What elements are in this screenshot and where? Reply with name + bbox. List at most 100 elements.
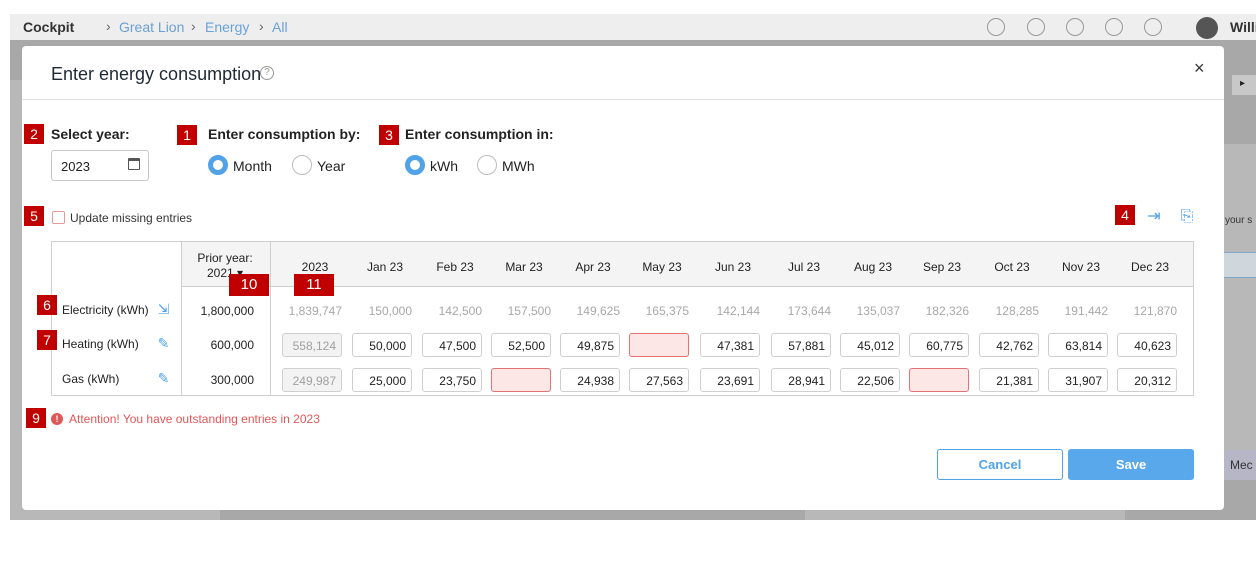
month-input[interactable]: 20,312: [1117, 368, 1177, 392]
marker-6: 6: [37, 295, 57, 315]
month-input[interactable]: 24,938: [560, 368, 620, 392]
month-input[interactable]: 63,814: [1048, 333, 1108, 357]
breadcrumb-separator: ›: [191, 18, 196, 34]
bg-arrow-button: ▸: [1232, 75, 1256, 95]
month-input[interactable]: 47,500: [422, 333, 482, 357]
chat-icon[interactable]: [987, 18, 1005, 36]
radio-mwh[interactable]: [477, 155, 497, 175]
save-button[interactable]: Save: [1068, 449, 1194, 480]
month-input[interactable]: 28,941: [771, 368, 831, 392]
month-input[interactable]: 57,881: [771, 333, 831, 357]
radio-month-label[interactable]: Month: [233, 158, 272, 174]
radio-year[interactable]: [292, 155, 312, 175]
month-input[interactable]: 52,500: [491, 333, 551, 357]
marker-3: 3: [379, 125, 399, 145]
month-input[interactable]: 25,000: [352, 368, 412, 392]
month-input[interactable]: 23,750: [422, 368, 482, 392]
breadcrumb-item-all[interactable]: All: [272, 19, 288, 35]
readonly-value: 128,285: [995, 304, 1039, 318]
breadcrumb-item-energy[interactable]: Energy: [205, 19, 250, 35]
missing-entry-input[interactable]: [909, 368, 969, 392]
table-header: [181, 242, 1193, 287]
column-header: Mar 23: [505, 260, 543, 274]
attention-text: Attention! You have outstanding entries …: [69, 412, 320, 426]
column-divider: [181, 242, 182, 395]
marker-7: 7: [37, 330, 57, 350]
month-input[interactable]: 60,775: [909, 333, 969, 357]
energy-dialog: Enter energy consumption ? × 2 Select ye…: [22, 46, 1224, 510]
month-input[interactable]: 42,762: [979, 333, 1039, 357]
radio-month[interactable]: [208, 155, 228, 175]
year-total: 1,839,747: [288, 304, 342, 318]
avatar[interactable]: [1196, 17, 1218, 39]
title-divider: [22, 99, 1224, 100]
year-total: 558,124: [282, 333, 342, 357]
radio-year-label[interactable]: Year: [317, 158, 346, 174]
column-header: Dec 23: [1130, 260, 1170, 274]
update-missing-label[interactable]: Update missing entries: [70, 211, 193, 225]
readonly-value: 191,442: [1064, 304, 1108, 318]
select-year-label: Select year:: [51, 126, 130, 142]
user-edit-icon[interactable]: ✎: [157, 335, 170, 351]
year-input[interactable]: 2023: [51, 150, 149, 181]
consumption-by-label: Enter consumption by:: [208, 126, 361, 142]
column-header: Oct 23: [994, 260, 1030, 274]
year-total: 249,987: [282, 368, 342, 392]
marker-2: 2: [24, 124, 44, 144]
missing-entry-input[interactable]: [629, 333, 689, 357]
marker-4: 4: [1115, 205, 1135, 225]
column-header: May 23: [642, 260, 682, 274]
calendar-icon[interactable]: [128, 158, 140, 170]
readonly-value: 142,144: [716, 304, 760, 318]
month-input[interactable]: 22,506: [840, 368, 900, 392]
month-input[interactable]: 47,381: [700, 333, 760, 357]
alert-icon: !: [51, 413, 63, 425]
user-name[interactable]: Willia: [1230, 19, 1256, 35]
radio-kwh[interactable]: [405, 155, 425, 175]
gear-icon[interactable]: [1144, 18, 1162, 36]
missing-entry-input[interactable]: [491, 368, 551, 392]
readonly-value: 135,037: [856, 304, 900, 318]
help-icon[interactable]: [1066, 18, 1084, 36]
update-missing-checkbox[interactable]: [52, 211, 65, 224]
column-header: Jan 23: [366, 260, 404, 274]
column-header: Nov 23: [1061, 260, 1101, 274]
column-header: Feb 23: [436, 260, 474, 274]
import-icon[interactable]: ⇲: [157, 301, 170, 317]
readonly-value: 173,644: [787, 304, 831, 318]
month-input[interactable]: 49,875: [560, 333, 620, 357]
readonly-value: 157,500: [507, 304, 551, 318]
prior-year-value: 1,800,000: [200, 304, 254, 318]
breadcrumb-separator: ›: [259, 18, 264, 34]
bell-icon[interactable]: [1027, 18, 1045, 36]
readonly-value: 142,500: [438, 304, 482, 318]
breadcrumb-item-great-lion[interactable]: Great Lion: [119, 19, 185, 35]
export-icon[interactable]: ⇥: [1147, 208, 1161, 225]
breadcrumb-home[interactable]: Cockpit: [23, 19, 75, 35]
close-icon[interactable]: ×: [1194, 58, 1205, 78]
dialog-title: Enter energy consumption: [51, 64, 262, 84]
column-header: Sep 23: [922, 260, 962, 274]
column-header: Aug 23: [853, 260, 893, 274]
help-icon[interactable]: ?: [260, 66, 274, 80]
radio-mwh-label[interactable]: MWh: [502, 158, 535, 174]
month-input[interactable]: 45,012: [840, 333, 900, 357]
month-input[interactable]: 23,691: [700, 368, 760, 392]
month-input[interactable]: 50,000: [352, 333, 412, 357]
radio-kwh-label[interactable]: kWh: [430, 158, 458, 174]
month-input[interactable]: 31,907: [1048, 368, 1108, 392]
user-edit-icon[interactable]: ✎: [157, 370, 170, 386]
month-input[interactable]: 21,381: [979, 368, 1039, 392]
consumption-in-label: Enter consumption in:: [405, 126, 554, 142]
month-input[interactable]: 27,563: [629, 368, 689, 392]
import-icon[interactable]: ⎘: [1180, 208, 1194, 225]
app-topbar: Cockpit › Great Lion › Energy › All Will…: [10, 14, 1256, 40]
readonly-value: 149,625: [576, 304, 620, 318]
column-divider: [270, 242, 271, 395]
cancel-button[interactable]: Cancel: [937, 449, 1063, 480]
month-input[interactable]: 40,623: [1117, 333, 1177, 357]
bg-right-text: your s: [1225, 215, 1253, 226]
readonly-value: 150,000: [368, 304, 412, 318]
tools-icon[interactable]: [1105, 18, 1123, 36]
row-label: Gas (kWh): [62, 372, 120, 386]
